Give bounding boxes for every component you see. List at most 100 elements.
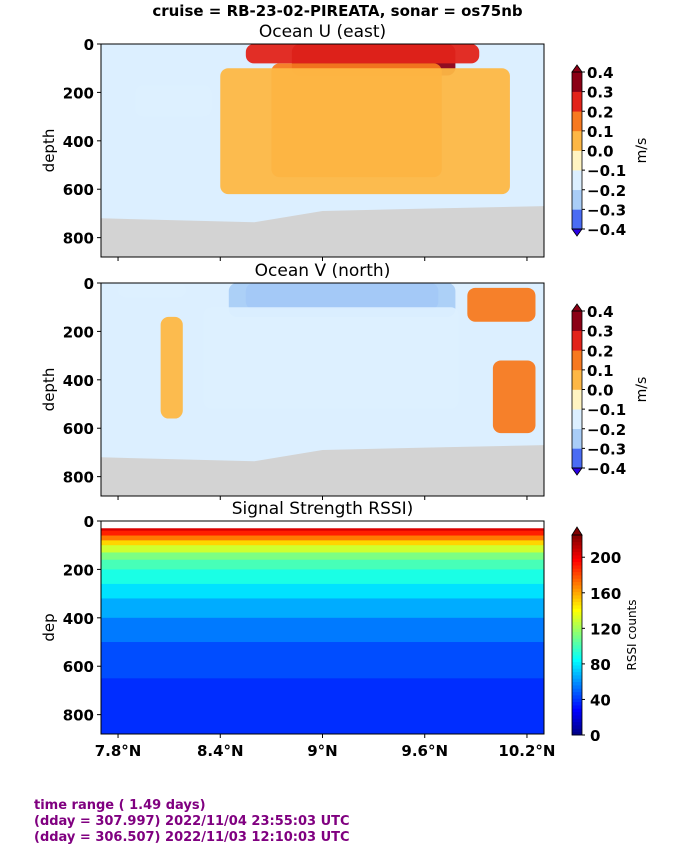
colorbar-extend-max: [571, 303, 583, 312]
y-tick-label: 600: [63, 420, 94, 438]
colorbar-segment: [572, 561, 582, 566]
time-range-start: (dday = 306.507) 2022/11/03 12:10:03 UTC: [34, 830, 350, 845]
colorbar-segment: [572, 628, 582, 633]
velocity-contour: [492, 360, 536, 434]
axes-title: Ocean V (north): [255, 261, 391, 281]
colorbar-segment: [572, 581, 582, 586]
colorbar-tick-label: 0.2: [587, 342, 614, 360]
colorbar-segment: [572, 655, 582, 659]
colorbar-frame: [571, 534, 583, 736]
colorbar-segment: [572, 72, 582, 92]
colorbar-segment: [572, 389, 582, 410]
colorbar-segment: [572, 330, 582, 351]
y-tick-label: 800: [63, 230, 94, 248]
colorbar-segment: [572, 578, 582, 583]
colorbar-segment: [572, 535, 582, 539]
colorbar-segment: [572, 538, 582, 543]
colorbar-segment: [572, 150, 582, 171]
rssi-band: [101, 540, 544, 546]
colorbar-segment: [572, 625, 582, 629]
colorbar-segment: [572, 608, 582, 613]
y-axis-label: depth: [40, 368, 58, 412]
colorbar-segment: [572, 721, 582, 726]
colorbar-segment: [572, 130, 582, 151]
velocity-contour: [220, 68, 510, 195]
colorbar-segment: [572, 631, 582, 636]
y-tick-label: 0: [84, 36, 94, 54]
colorbar-tick-label: −0.3: [587, 440, 626, 458]
colorbar-label: RSSI counts: [625, 599, 639, 670]
colorbar-segment: [572, 731, 582, 736]
colorbar-segment: [572, 170, 582, 191]
colorbar-extend-max: [571, 64, 583, 73]
y-tick-label: 200: [63, 323, 94, 341]
colorbar-tick-label: −0.1: [587, 401, 626, 419]
colorbar-tick-label: −0.2: [587, 421, 626, 439]
colorbar-segment: [572, 638, 582, 643]
colorbar-segment: [572, 645, 582, 649]
colorbar-tick-label: 40: [590, 691, 611, 709]
y-tick-label: 400: [63, 610, 94, 628]
y-tick-label: 600: [63, 181, 94, 199]
colorbar-segment: [572, 558, 582, 563]
y-tick-label: 200: [63, 84, 94, 102]
velocity-contour: [118, 283, 187, 298]
colorbar-tick-label: 0.0: [587, 143, 614, 161]
colorbar-label: m/s: [634, 138, 650, 164]
colorbar-segment: [572, 671, 582, 676]
colorbar-tick-label: 120: [590, 620, 621, 638]
x-tick-label: 9°N: [307, 742, 338, 760]
colorbar-segment: [572, 668, 582, 673]
colorbar-tick-label: −0.4: [587, 221, 626, 239]
no-data-mask: [101, 206, 544, 257]
colorbar-segment: [572, 685, 582, 689]
rssi-band: [101, 535, 544, 541]
plot-area: [101, 283, 544, 496]
colorbar-segment: [572, 601, 582, 606]
colorbar-segment: [572, 409, 582, 430]
colorbar-segment: [572, 665, 582, 669]
colorbar-segment: [572, 598, 582, 603]
axes-title: Ocean U (east): [259, 22, 386, 42]
y-tick-label: 400: [63, 372, 94, 390]
no-data-mask: [101, 445, 544, 496]
colorbar-tick-label: 0.4: [587, 64, 614, 82]
colorbar-segment: [572, 615, 582, 619]
colorbar-segment: [572, 611, 582, 616]
colorbar-segment: [572, 551, 582, 556]
colorbar-segment: [572, 705, 582, 709]
velocity-contour: [245, 44, 480, 64]
x-tick-label: 7.8°N: [95, 742, 142, 760]
colorbar-segment: [572, 618, 582, 623]
colorbar-segment: [572, 91, 582, 112]
rssi-band: [101, 559, 544, 570]
colorbar-extend-min: [571, 467, 583, 476]
colorbar-segment: [572, 565, 582, 569]
colorbar-segment: [572, 678, 582, 683]
rssi-band: [101, 545, 544, 553]
colorbar: −0.4 −0.3−0.2 −0.10.0 0.1 0.20.3 0.4 m/s: [571, 64, 650, 239]
colorbar-segment: [572, 698, 582, 703]
rssi-band: [101, 528, 544, 532]
colorbar-tick-label: −0.2: [587, 182, 626, 200]
colorbar-tick-label: 200: [590, 549, 621, 567]
colorbar-segment: [572, 189, 582, 210]
colorbar-tick-label: 0.1: [587, 362, 614, 380]
colorbar-segment: [572, 715, 582, 719]
colorbar-segment: [572, 571, 582, 576]
axes-title: Signal Strength RSSI): [232, 499, 414, 519]
colorbar: −0.4 −0.3−0.2 −0.10.0 0.1 0.20.3 0.4 m/s: [571, 303, 650, 478]
colorbar-segment: [572, 588, 582, 593]
colorbar-segment: [572, 111, 582, 132]
colorbar-extend-max: [571, 526, 583, 536]
colorbar-segment: [572, 448, 582, 469]
colorbar-segment: [572, 658, 582, 663]
colorbar-segment: [572, 311, 582, 331]
colorbar-segment: [572, 725, 582, 729]
colorbar: 0 40 80 120 160 200 RSSI counts: [571, 526, 639, 745]
colorbar-segment: [572, 555, 582, 559]
colorbar-segment: [572, 350, 582, 371]
colorbar-segment: [572, 585, 582, 589]
x-tick-label: 10.2°N: [498, 742, 555, 760]
colorbar-segment: [572, 548, 582, 553]
